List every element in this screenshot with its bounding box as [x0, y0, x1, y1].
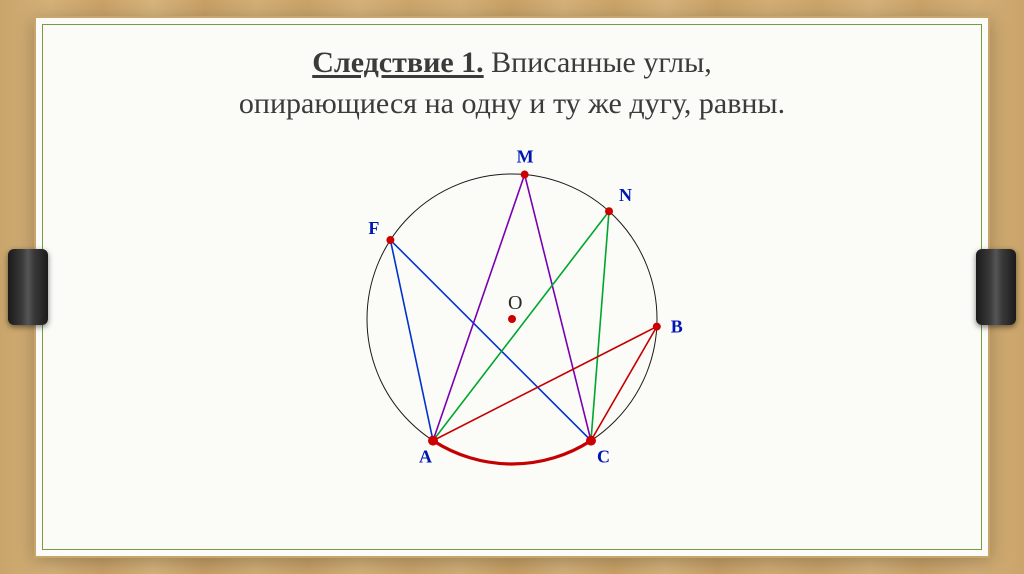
- svg-text:F: F: [368, 218, 379, 238]
- paper-card: Следствие 1. Вписанные углы, опирающиеся…: [34, 16, 990, 558]
- paper-inner-border: Следствие 1. Вписанные углы, опирающиеся…: [42, 24, 982, 550]
- svg-text:O: O: [508, 292, 522, 314]
- svg-text:B: B: [671, 317, 683, 337]
- clip-right: [976, 249, 1016, 325]
- svg-text:N: N: [619, 185, 632, 205]
- title-block: Следствие 1. Вписанные углы, опирающиеся…: [43, 43, 981, 124]
- geometry-diagram: O A C F M N B: [302, 124, 722, 504]
- title-rest1: Вписанные углы,: [484, 46, 712, 79]
- clip-left: [8, 249, 48, 325]
- svg-text:M: M: [517, 147, 534, 167]
- title-line2: опирающиеся на одну и ту же дугу, равны.: [239, 87, 785, 120]
- svg-text:A: A: [419, 447, 432, 467]
- title-bold: Следствие 1.: [312, 46, 483, 79]
- svg-text:C: C: [597, 447, 610, 467]
- diagram-container: O A C F M N B: [43, 124, 981, 504]
